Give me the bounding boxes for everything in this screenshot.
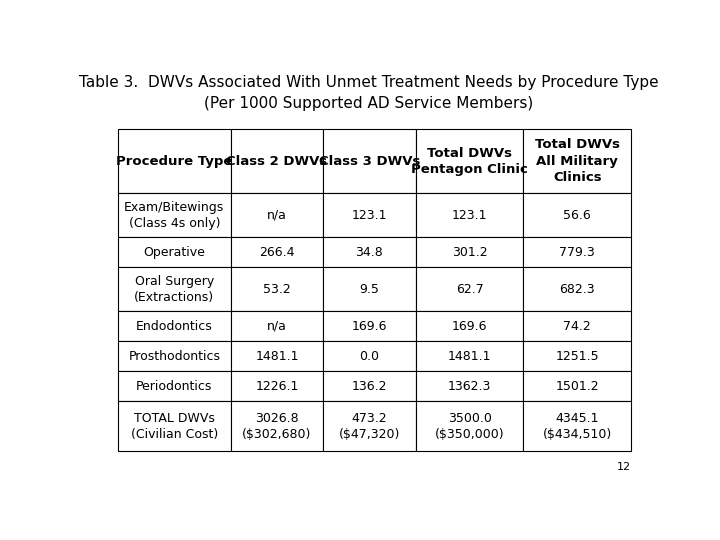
Text: 34.8: 34.8 bbox=[356, 246, 383, 259]
Bar bbox=[415, 312, 523, 341]
Bar bbox=[118, 238, 231, 267]
Text: 1501.2: 1501.2 bbox=[556, 380, 599, 393]
Bar bbox=[231, 312, 323, 341]
Bar bbox=[523, 312, 631, 341]
Bar bbox=[323, 129, 415, 193]
Bar bbox=[231, 401, 323, 451]
Bar bbox=[231, 193, 323, 238]
Text: Prosthodontics: Prosthodontics bbox=[128, 350, 220, 363]
Text: Table 3.  DWVs Associated With Unmet Treatment Needs by Procedure Type: Table 3. DWVs Associated With Unmet Trea… bbox=[79, 75, 659, 90]
Bar bbox=[118, 372, 231, 401]
Bar bbox=[415, 238, 523, 267]
Text: Oral Surgery
(Extractions): Oral Surgery (Extractions) bbox=[135, 275, 215, 304]
Text: 74.2: 74.2 bbox=[564, 320, 591, 333]
Text: 1362.3: 1362.3 bbox=[448, 380, 491, 393]
Text: TOTAL DWVs
(Civilian Cost): TOTAL DWVs (Civilian Cost) bbox=[131, 411, 218, 441]
Text: n/a: n/a bbox=[267, 320, 287, 333]
Bar bbox=[118, 193, 231, 238]
Text: 1481.1: 1481.1 bbox=[256, 350, 299, 363]
Text: 3026.8
($302,680): 3026.8 ($302,680) bbox=[243, 411, 312, 441]
Text: (Per 1000 Supported AD Service Members): (Per 1000 Supported AD Service Members) bbox=[204, 96, 534, 111]
Bar bbox=[323, 238, 415, 267]
Bar bbox=[415, 267, 523, 312]
Text: 682.3: 682.3 bbox=[559, 283, 595, 296]
Text: 136.2: 136.2 bbox=[351, 380, 387, 393]
Text: Exam/Bitewings
(Class 4s only): Exam/Bitewings (Class 4s only) bbox=[125, 200, 225, 230]
Bar bbox=[118, 312, 231, 341]
Bar bbox=[231, 129, 323, 193]
Bar bbox=[118, 267, 231, 312]
Text: Class 3 DWVs: Class 3 DWVs bbox=[319, 155, 420, 168]
Bar bbox=[231, 372, 323, 401]
Text: 12: 12 bbox=[617, 462, 631, 472]
Bar bbox=[118, 341, 231, 372]
Bar bbox=[231, 341, 323, 372]
Bar bbox=[323, 193, 415, 238]
Bar bbox=[415, 372, 523, 401]
Text: 9.5: 9.5 bbox=[359, 283, 379, 296]
Text: 62.7: 62.7 bbox=[456, 283, 483, 296]
Text: Operative: Operative bbox=[143, 246, 205, 259]
Bar bbox=[323, 401, 415, 451]
Text: n/a: n/a bbox=[267, 209, 287, 222]
Bar bbox=[523, 267, 631, 312]
Bar bbox=[415, 401, 523, 451]
Text: 1226.1: 1226.1 bbox=[256, 380, 299, 393]
Bar bbox=[523, 193, 631, 238]
Text: 123.1: 123.1 bbox=[351, 209, 387, 222]
Text: 3500.0
($350,000): 3500.0 ($350,000) bbox=[435, 411, 505, 441]
Text: 56.6: 56.6 bbox=[564, 209, 591, 222]
Bar bbox=[323, 372, 415, 401]
Bar bbox=[415, 193, 523, 238]
Text: 4345.1
($434,510): 4345.1 ($434,510) bbox=[543, 411, 612, 441]
Text: 301.2: 301.2 bbox=[451, 246, 487, 259]
Text: 473.2
($47,320): 473.2 ($47,320) bbox=[338, 411, 400, 441]
Text: Procedure Type: Procedure Type bbox=[116, 155, 233, 168]
Bar bbox=[523, 401, 631, 451]
Text: Total DWVs
Pentagon Clinic: Total DWVs Pentagon Clinic bbox=[411, 146, 528, 176]
Bar bbox=[523, 372, 631, 401]
Text: 53.2: 53.2 bbox=[264, 283, 291, 296]
Bar bbox=[415, 129, 523, 193]
Text: 169.6: 169.6 bbox=[452, 320, 487, 333]
Bar bbox=[231, 267, 323, 312]
Text: 1251.5: 1251.5 bbox=[556, 350, 599, 363]
Text: 266.4: 266.4 bbox=[259, 246, 294, 259]
Text: Class 2 DWVs: Class 2 DWVs bbox=[226, 155, 328, 168]
Bar bbox=[231, 238, 323, 267]
Bar bbox=[523, 341, 631, 372]
Bar bbox=[523, 129, 631, 193]
Text: Total DWVs
All Military
Clinics: Total DWVs All Military Clinics bbox=[535, 138, 620, 184]
Bar bbox=[118, 401, 231, 451]
Text: 1481.1: 1481.1 bbox=[448, 350, 491, 363]
Text: 169.6: 169.6 bbox=[351, 320, 387, 333]
Bar bbox=[323, 267, 415, 312]
Bar bbox=[323, 312, 415, 341]
Text: 779.3: 779.3 bbox=[559, 246, 595, 259]
Bar bbox=[118, 129, 231, 193]
Text: 0.0: 0.0 bbox=[359, 350, 379, 363]
Text: Endodontics: Endodontics bbox=[136, 320, 212, 333]
Bar bbox=[523, 238, 631, 267]
Bar bbox=[415, 341, 523, 372]
Text: 123.1: 123.1 bbox=[452, 209, 487, 222]
Text: Periodontics: Periodontics bbox=[136, 380, 212, 393]
Bar bbox=[323, 341, 415, 372]
